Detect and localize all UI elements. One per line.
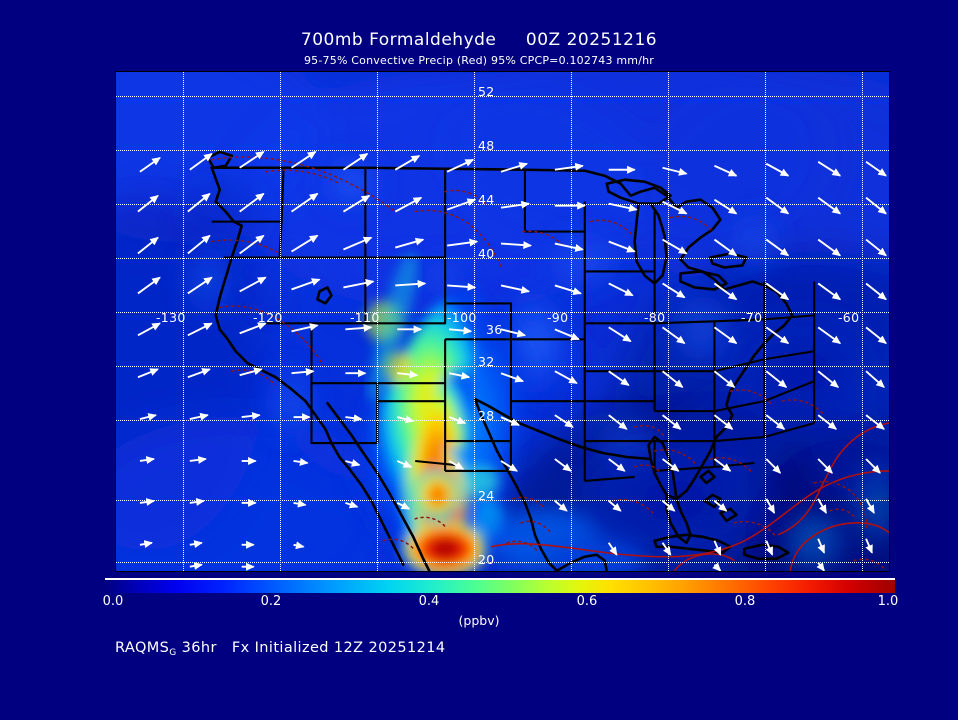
lat-label-48: 48 bbox=[478, 138, 495, 153]
lat-label-40: 40 bbox=[478, 246, 495, 261]
colorbar[interactable] bbox=[105, 578, 895, 593]
map-plot-area[interactable]: -130 -120 -110 -100 -90 -80 -70 -60 52 4… bbox=[115, 71, 890, 572]
lat-label-24: 24 bbox=[478, 488, 495, 503]
parallel-28 bbox=[116, 420, 889, 421]
colorbar-tick-4: 0.8 bbox=[734, 594, 756, 609]
lat-label-44: 44 bbox=[478, 192, 495, 207]
parallel-44 bbox=[116, 204, 889, 205]
parallel-40 bbox=[116, 258, 889, 259]
chart-subtitle: 95-75% Convective Precip (Red) 95% CPCP=… bbox=[303, 54, 655, 67]
parallel-52 bbox=[116, 96, 889, 97]
lon-label--120: -120 bbox=[253, 310, 283, 325]
colorbar-unit-label: (ppbv) bbox=[458, 613, 500, 628]
footer-model-name: RAQMS bbox=[115, 640, 170, 656]
colorbar-tick-1: 0.2 bbox=[260, 594, 282, 609]
wind-vector-layer bbox=[137, 151, 887, 571]
colorbar-tick-3: 0.6 bbox=[576, 594, 598, 609]
lat-label-36: 36 bbox=[486, 322, 503, 337]
meridian-90 bbox=[571, 72, 572, 571]
meridian-130 bbox=[183, 72, 184, 571]
colorbar-tick-2: 0.4 bbox=[418, 594, 440, 609]
meridian-60 bbox=[862, 72, 863, 571]
parallel-36 bbox=[116, 312, 889, 313]
lon-label--90: -90 bbox=[547, 310, 569, 325]
meridian-100 bbox=[474, 72, 475, 571]
lon-label--80: -80 bbox=[644, 310, 666, 325]
parallel-20 bbox=[116, 562, 889, 563]
parallel-32 bbox=[116, 366, 889, 367]
lon-label--60: -60 bbox=[838, 310, 860, 325]
meridian-120 bbox=[280, 72, 281, 571]
lon-label--100: -100 bbox=[447, 310, 477, 325]
lat-label-28: 28 bbox=[478, 408, 495, 423]
colorbar-tick-5: 1.0 bbox=[877, 594, 899, 609]
lat-label-32: 32 bbox=[478, 354, 495, 369]
footer-forecast-info: 36hr Fx Initialized 12Z 20251214 bbox=[176, 640, 446, 656]
lon-label--70: -70 bbox=[741, 310, 763, 325]
coastline-border-layer bbox=[206, 150, 816, 571]
lat-label-20: 20 bbox=[478, 552, 495, 567]
lon-label--130: -130 bbox=[156, 310, 186, 325]
parallel-48 bbox=[116, 150, 889, 151]
map-field-container: -130 -120 -110 -100 -90 -80 -70 -60 52 4… bbox=[116, 72, 889, 571]
lon-label--110: -110 bbox=[350, 310, 380, 325]
meridian-80 bbox=[668, 72, 669, 571]
footer-model-subscript: G bbox=[169, 648, 177, 658]
meridian-70 bbox=[765, 72, 766, 571]
colorbar-tick-0: 0.0 bbox=[102, 594, 124, 609]
lat-label-52: 52 bbox=[478, 84, 495, 99]
parallel-24 bbox=[116, 500, 889, 501]
meridian-110 bbox=[377, 72, 378, 571]
convective-precip-contours bbox=[211, 156, 889, 571]
model-footer: RAQMSG 36hr Fx Initialized 12Z 20251214 bbox=[115, 640, 446, 658]
chart-title: 700mb Formaldehyde 00Z 20251216 bbox=[300, 30, 658, 50]
